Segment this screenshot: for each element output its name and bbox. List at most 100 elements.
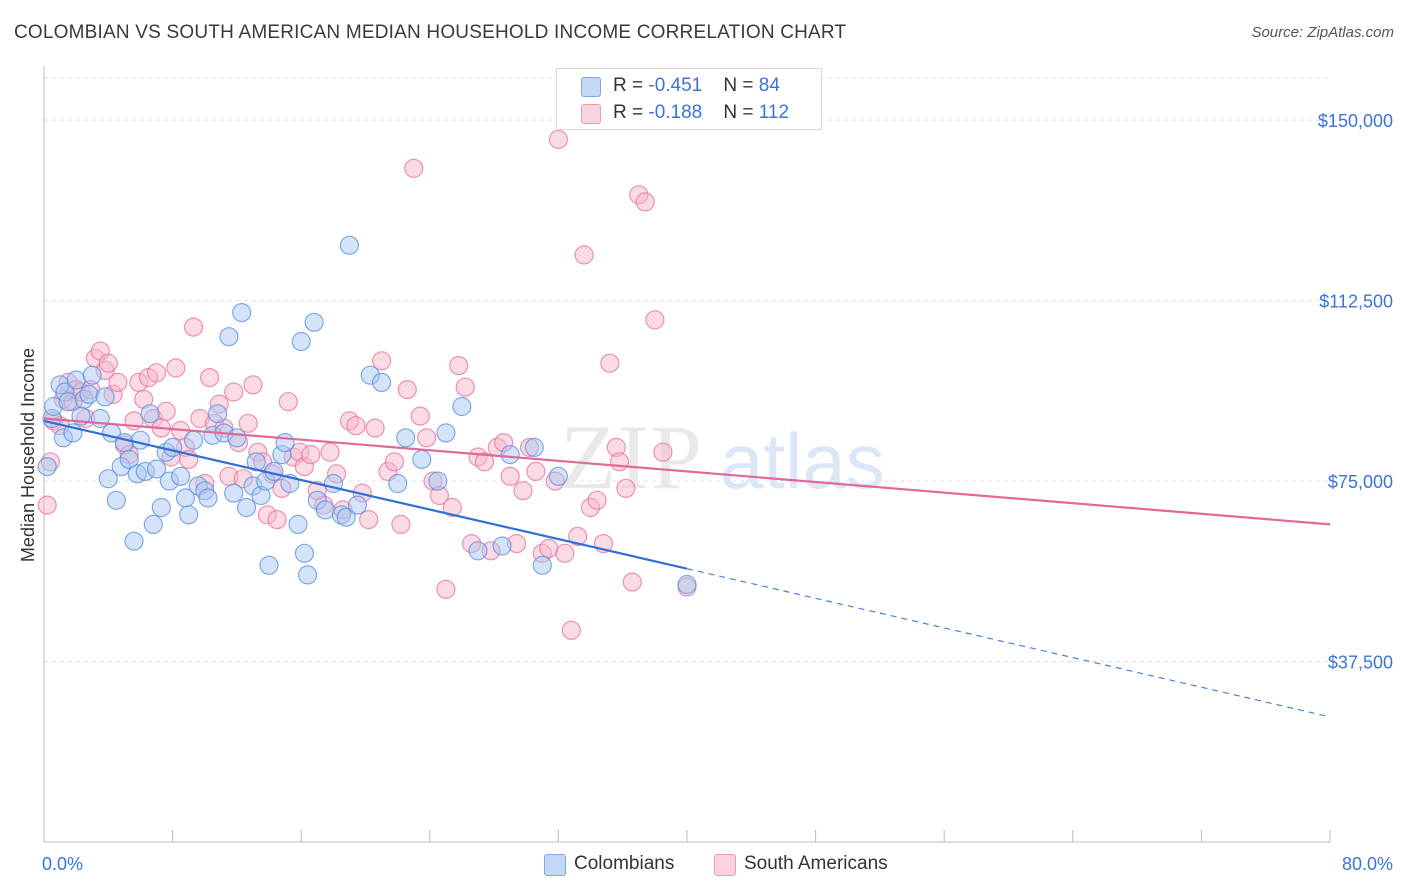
colombians-point-28 <box>151 497 171 518</box>
south-americans-point-35 <box>200 368 220 388</box>
south-americans-point-97 <box>568 526 588 547</box>
south-americans-point-65 <box>365 418 385 438</box>
south-americans-point-72 <box>410 406 430 426</box>
legend-label: Colombians <box>574 853 675 874</box>
south-americans-point-16 <box>108 372 128 392</box>
south-americans-trend-line <box>43 417 1331 526</box>
colombians-point-46 <box>236 497 257 518</box>
y-axis-label: Median Household Income <box>18 348 38 562</box>
colombians-point-66 <box>339 235 359 255</box>
colombians-points <box>37 235 697 595</box>
colombians-point-71 <box>396 428 416 448</box>
south-americans-point-98 <box>574 245 594 265</box>
legend-text: R = -0.451 N = 84 <box>613 75 780 96</box>
legend-label: South Americans <box>744 853 888 874</box>
colombians-point-67 <box>347 495 368 515</box>
colombians-point-0 <box>37 457 57 477</box>
colombians-point-78 <box>500 445 520 465</box>
colombians-point-35 <box>183 430 204 450</box>
y-tick-label-2: $112,500 <box>1319 292 1393 312</box>
south-americans-point-77 <box>442 497 462 518</box>
legend-swatch-blue <box>581 77 601 97</box>
colombians-point-38 <box>198 488 218 508</box>
south-americans-point-71 <box>404 158 424 178</box>
x-tick-labels: 0.0% 80.0% <box>42 854 1393 874</box>
colombians-point-8 <box>66 370 86 390</box>
colombians-point-14 <box>95 387 115 407</box>
colombians-point-60 <box>304 312 324 332</box>
south-americans-points <box>37 129 697 640</box>
south-americans-point-78 <box>449 356 469 376</box>
south-americans-point-68 <box>384 452 404 472</box>
chart-title: COLOMBIAN VS SOUTH AMERICAN MEDIAN HOUSE… <box>14 22 847 43</box>
colombians-point-73 <box>428 471 448 491</box>
colombians-trend-extension <box>686 568 1331 718</box>
legend-swatch-pink <box>714 854 736 876</box>
source-label: Source: ZipAtlas.com <box>1251 24 1394 41</box>
colombians-point-70 <box>388 473 408 494</box>
colombians-point-69 <box>372 372 392 392</box>
south-americans-point-0 <box>37 495 57 515</box>
colombians-point-44 <box>227 428 247 448</box>
south-americans-point-51 <box>278 392 298 412</box>
colombians-point-57 <box>291 331 311 352</box>
colombians-point-12 <box>82 365 102 385</box>
south-americans-point-49 <box>267 509 287 530</box>
south-americans-point-104 <box>609 452 630 472</box>
legend-swatch-blue <box>544 854 566 876</box>
colombians-point-17 <box>106 490 126 510</box>
south-americans-point-32 <box>183 317 204 337</box>
colombians-point-15 <box>98 469 118 489</box>
south-americans-point-88 <box>513 481 533 501</box>
x-tick-label-max: 80.0% <box>1342 854 1393 874</box>
x-tick-label-min: 0.0% <box>42 854 83 874</box>
south-americans-point-43 <box>238 413 258 433</box>
colombians-point-45 <box>232 303 252 323</box>
south-americans-point-108 <box>635 192 655 212</box>
colombians-point-62 <box>315 500 335 520</box>
south-americans-point-76 <box>436 579 456 599</box>
legend-swatch-pink <box>581 104 601 124</box>
colombians-point-11 <box>79 384 99 404</box>
colombians-trend-line <box>43 419 688 570</box>
south-americans-point-70 <box>397 380 417 400</box>
colombians-point-25 <box>140 404 160 424</box>
colombians-point-74 <box>436 423 456 443</box>
colombians-point-65 <box>336 507 356 527</box>
south-americans-point-58 <box>320 442 340 462</box>
colombians-point-31 <box>163 437 183 457</box>
colombians-point-23 <box>130 430 150 450</box>
south-americans-point-79 <box>455 377 475 397</box>
watermark-atlas: atlas <box>720 417 885 505</box>
south-americans-point-102 <box>600 353 620 373</box>
south-americans-point-14 <box>98 353 118 373</box>
grid-lines <box>44 77 1330 663</box>
colombians-point-75 <box>452 396 472 417</box>
colombians-point-54 <box>275 433 295 453</box>
colombians-point-56 <box>288 514 308 535</box>
south-americans-point-73 <box>417 428 437 448</box>
colombians-point-40 <box>208 404 228 424</box>
colombians-point-20 <box>119 449 139 469</box>
colombians-point-80 <box>532 555 552 575</box>
south-americans-point-110 <box>653 442 673 462</box>
south-americans-point-90 <box>526 461 546 481</box>
south-americans-point-94 <box>548 129 569 149</box>
south-americans-point-92 <box>539 538 559 559</box>
south-americans-point-82 <box>474 452 495 472</box>
colombians-point-82 <box>677 574 697 595</box>
south-americans-point-40 <box>224 382 244 402</box>
axes <box>43 66 1331 843</box>
colombians-point-76 <box>468 541 488 561</box>
south-americans-point-86 <box>500 466 520 486</box>
colombians-point-79 <box>524 437 544 457</box>
south-americans-point-105 <box>616 478 636 498</box>
colombians-point-77 <box>492 536 512 556</box>
y-tick-labels: $37,500 $75,000 $112,500 $150,000 <box>1318 111 1393 672</box>
south-americans-point-100 <box>587 490 607 510</box>
series-legend: Colombians South Americans <box>0 850 1406 878</box>
legend-text: R = -0.188 N = 112 <box>613 102 790 123</box>
south-americans-point-96 <box>561 620 581 640</box>
south-americans-point-44 <box>243 375 263 395</box>
